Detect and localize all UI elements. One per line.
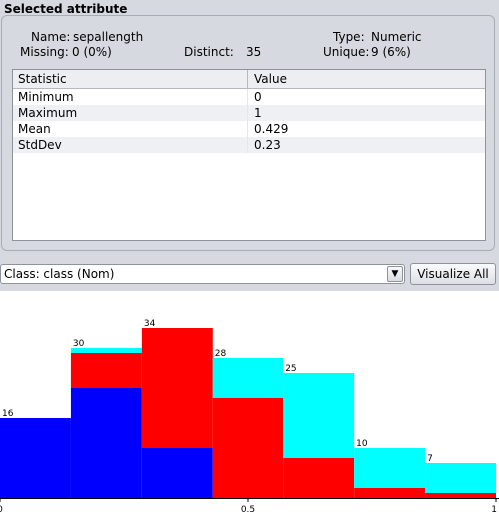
histogram-bar-segment	[70, 353, 142, 388]
cell-divider	[247, 137, 248, 153]
bin-count-label: 25	[285, 364, 296, 374]
histogram-bar-segment	[212, 398, 284, 498]
histogram-bar-segment	[283, 458, 355, 498]
column-header-value[interactable]: Value	[254, 72, 287, 86]
histogram-bar-segment	[354, 448, 426, 488]
histogram-bar-segment	[141, 328, 213, 448]
panel-title: Selected attribute	[4, 2, 128, 16]
bin-count-label: 7	[427, 454, 433, 464]
histogram-bar-segment	[70, 348, 142, 353]
missing-value: 0 (0%)	[72, 45, 112, 59]
column-header-statistic[interactable]: Statistic	[18, 72, 67, 86]
name-value: sepallength	[73, 30, 144, 44]
column-divider	[247, 70, 248, 88]
histogram-panel: 16 30 34 28 25 10 7 0 0.5 1	[0, 291, 499, 527]
bin-count-label: 30	[73, 339, 85, 349]
bin-count-label: 28	[215, 349, 227, 359]
statistic-cell: Maximum	[18, 106, 78, 120]
histogram-bar-segment	[0, 418, 71, 498]
value-cell: 0.23	[254, 138, 281, 152]
bin-count-label: 16	[2, 409, 14, 419]
table-row[interactable]: StdDev 0.23	[13, 137, 485, 153]
histogram-bar-segment	[283, 373, 355, 458]
histogram-bar-segment	[425, 463, 496, 493]
cell-divider	[247, 121, 248, 137]
missing-label: Missing:	[20, 45, 69, 59]
distinct-value: 35	[246, 45, 262, 59]
histogram-bar-segment	[70, 388, 142, 498]
chevron-down-icon[interactable]: ▼	[387, 266, 403, 282]
histogram-bar-segment	[354, 488, 426, 498]
type-label: Type:	[333, 30, 365, 44]
table-row[interactable]: Mean 0.429	[13, 121, 485, 137]
unique-label: Unique:	[323, 45, 370, 59]
table-header: Statistic Value	[13, 70, 485, 89]
table-row[interactable]: Maximum 1	[13, 105, 485, 121]
cell-divider	[247, 89, 248, 105]
x-tick-label: 1	[491, 505, 497, 515]
distinct-label: Distinct:	[184, 45, 234, 59]
class-select[interactable]: Class: class (Nom) ▼	[0, 264, 405, 284]
table-row[interactable]: Minimum 0	[13, 89, 485, 105]
histogram-bar-segment	[425, 493, 496, 498]
cell-divider	[247, 105, 248, 121]
value-cell: 0	[254, 90, 262, 104]
bin-count-label: 34	[144, 319, 156, 329]
statistic-cell: Mean	[18, 122, 51, 136]
statistic-cell: Minimum	[18, 90, 74, 104]
unique-value: 9 (6%)	[371, 45, 411, 59]
x-tick-label: 0.5	[241, 505, 255, 515]
statistics-table[interactable]: Statistic Value Minimum 0 Maximum 1 Mean…	[12, 69, 486, 241]
class-select-value: Class: class (Nom)	[4, 267, 115, 281]
histogram-bar-segment	[141, 448, 213, 498]
histogram-bar-segment	[212, 358, 284, 398]
histogram-chart: 16 30 34 28 25 10 7 0 0.5 1	[0, 319, 499, 515]
visualize-all-button[interactable]: Visualize All	[410, 263, 496, 285]
bin-count-label: 10	[356, 439, 368, 449]
statistic-cell: StdDev	[18, 138, 62, 152]
x-tick-label: 0	[0, 505, 3, 515]
type-value: Numeric	[371, 30, 422, 44]
value-cell: 0.429	[254, 122, 289, 136]
name-label: Name:	[31, 30, 71, 44]
value-cell: 1	[254, 106, 262, 120]
